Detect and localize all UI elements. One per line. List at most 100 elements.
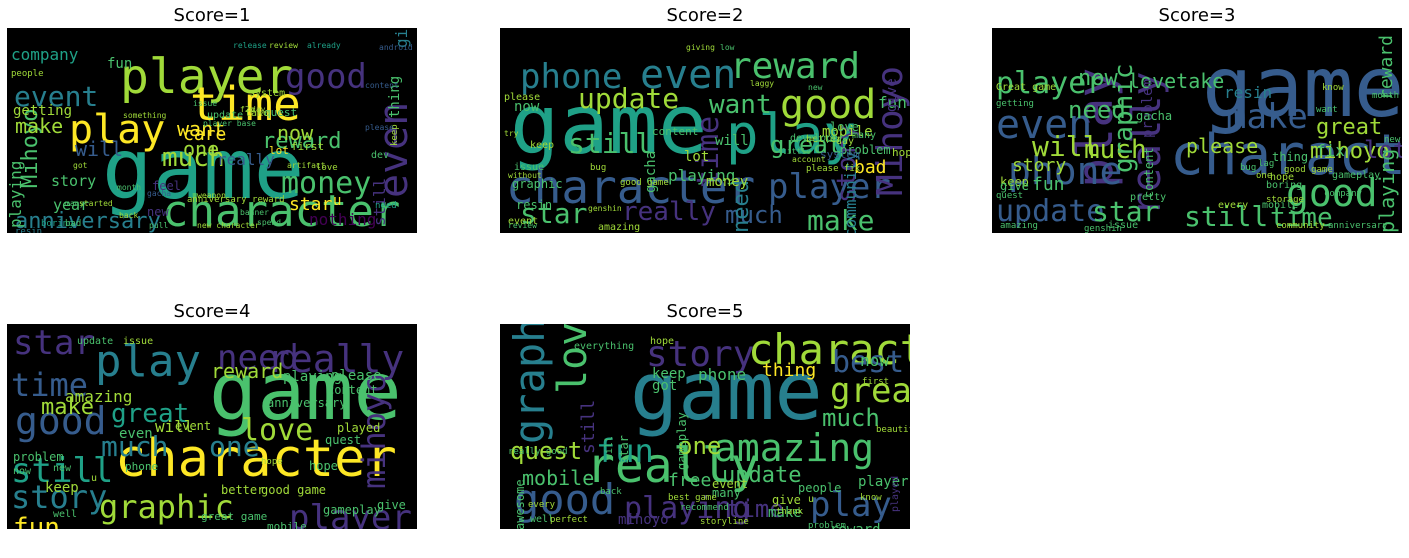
cloud-word: great bbox=[1316, 115, 1382, 140]
cloud-word: character bbox=[162, 186, 400, 233]
cloud-word: new bbox=[147, 205, 169, 219]
cloud-word: issue bbox=[1108, 220, 1138, 231]
cloud-word: content bbox=[327, 383, 378, 397]
cloud-word: good game bbox=[261, 483, 326, 497]
cloud-word: thank bbox=[776, 507, 804, 517]
cloud-word: pretty bbox=[1130, 192, 1166, 203]
cloud-word: money bbox=[281, 166, 371, 201]
cloud-word: nothing bbox=[309, 210, 376, 229]
cloud-word: review bbox=[269, 41, 298, 50]
cloud-word: gameplay bbox=[675, 412, 689, 470]
cloud-word: game bbox=[102, 120, 304, 218]
cloud-word: review bbox=[508, 221, 537, 230]
cloud-word: new bbox=[53, 463, 72, 474]
cloud-word: mihoyo bbox=[1310, 139, 1389, 164]
cloud-word: story bbox=[832, 125, 862, 203]
cloud-word: graphic bbox=[99, 488, 234, 526]
cloud-word: problem bbox=[808, 521, 846, 529]
cloud-word: now bbox=[1078, 66, 1118, 91]
cloud-word: back bbox=[119, 211, 138, 220]
cloud-word: make bbox=[807, 204, 874, 233]
cloud-word: much bbox=[822, 404, 880, 432]
cloud-word: people bbox=[798, 481, 841, 495]
cloud-word: make bbox=[1226, 97, 1308, 137]
cloud-word: banner bbox=[240, 208, 269, 217]
cloud-word: without bbox=[508, 171, 542, 180]
cloud-word: time bbox=[190, 77, 301, 131]
cloud-word: company bbox=[1324, 189, 1363, 199]
cloud-word: now bbox=[277, 121, 314, 145]
cloud-word: quest bbox=[996, 191, 1023, 201]
cloud-word: got bbox=[652, 378, 677, 394]
cloud-word: release bbox=[233, 41, 267, 50]
cloud-word: account bbox=[792, 155, 826, 164]
cloud-word: play bbox=[95, 336, 201, 387]
cloud-word: low bbox=[720, 43, 735, 52]
cloud-word: new bbox=[808, 83, 823, 92]
cloud-word: lot bbox=[1364, 136, 1402, 164]
cloud-word: free bbox=[668, 470, 711, 491]
cloud-word: care bbox=[183, 124, 226, 145]
cloud-word: amazing bbox=[1000, 221, 1038, 231]
cloud-word: started bbox=[79, 199, 113, 208]
cloud-word: fun bbox=[878, 93, 907, 112]
cloud-word: even bbox=[119, 426, 153, 442]
word-cloud-score-2: game play character phone even reward good play… bbox=[500, 28, 910, 233]
cloud-word: player base bbox=[203, 119, 256, 128]
cloud-word: amazing bbox=[598, 222, 640, 233]
cloud-word: system bbox=[249, 88, 285, 99]
cloud-word: quest bbox=[264, 106, 297, 119]
cloud-word: got bbox=[73, 161, 88, 170]
cloud-word: anniversary bbox=[1328, 221, 1388, 231]
cloud-word: star bbox=[520, 197, 587, 230]
cloud-word: want bbox=[709, 90, 772, 120]
cloud-word: much bbox=[101, 430, 168, 463]
cloud-word: much bbox=[1084, 135, 1147, 165]
cloud-word: played bbox=[890, 476, 901, 512]
cloud-word: much bbox=[725, 201, 783, 229]
cloud-word: time bbox=[726, 495, 784, 523]
cloud-word: character bbox=[506, 160, 755, 214]
cloud-word: community bbox=[1276, 221, 1325, 231]
cloud-word: star bbox=[289, 194, 333, 215]
cloud-word: quest bbox=[325, 433, 361, 447]
cloud-word: player bbox=[768, 167, 891, 207]
cloud-word: company bbox=[11, 45, 79, 64]
cloud-word: bug bbox=[1240, 163, 1256, 173]
panel-title-score-5: Score=5 bbox=[666, 301, 744, 322]
cloud-word: playing bbox=[7, 161, 25, 228]
cloud-word: mobile bbox=[1262, 200, 1298, 211]
cloud-word: people bbox=[11, 69, 44, 79]
cloud-word: one bbox=[183, 137, 219, 161]
cloud-word: great game bbox=[201, 510, 267, 523]
cloud-word: play bbox=[1066, 68, 1124, 188]
cloud-word: try bbox=[504, 129, 519, 138]
cloud-word: graphic bbox=[512, 177, 563, 191]
cloud-word: best game bbox=[668, 493, 717, 503]
cloud-word: new bbox=[1384, 135, 1401, 145]
cloud-word: need bbox=[217, 338, 299, 378]
cloud-word: great bbox=[830, 371, 910, 411]
cloud-word: hope bbox=[261, 457, 283, 467]
cloud-word: problem bbox=[1140, 79, 1156, 138]
cloud-word: anniversary bbox=[267, 396, 346, 410]
cloud-word: first bbox=[862, 377, 889, 387]
cloud-word: love bbox=[550, 324, 596, 394]
cloud-word: character bbox=[1170, 123, 1402, 188]
cloud-word: keep bbox=[530, 140, 554, 151]
cloud-word: graphic bbox=[505, 324, 554, 444]
cloud-word: reward bbox=[1376, 35, 1397, 100]
cloud-word: love bbox=[316, 163, 338, 173]
cloud-word: great bbox=[111, 399, 189, 429]
cloud-word: well bbox=[530, 514, 554, 525]
word-cloud-score-4: game character play really need star time good s… bbox=[7, 324, 417, 529]
cloud-word: lovetake bbox=[1128, 69, 1224, 93]
cloud-word: phone bbox=[1008, 149, 1122, 193]
cloud-word: thing bbox=[387, 76, 403, 118]
cloud-word: even bbox=[996, 102, 1092, 148]
cloud-word: lag bbox=[1258, 159, 1274, 169]
cloud-word: game bbox=[630, 345, 823, 438]
